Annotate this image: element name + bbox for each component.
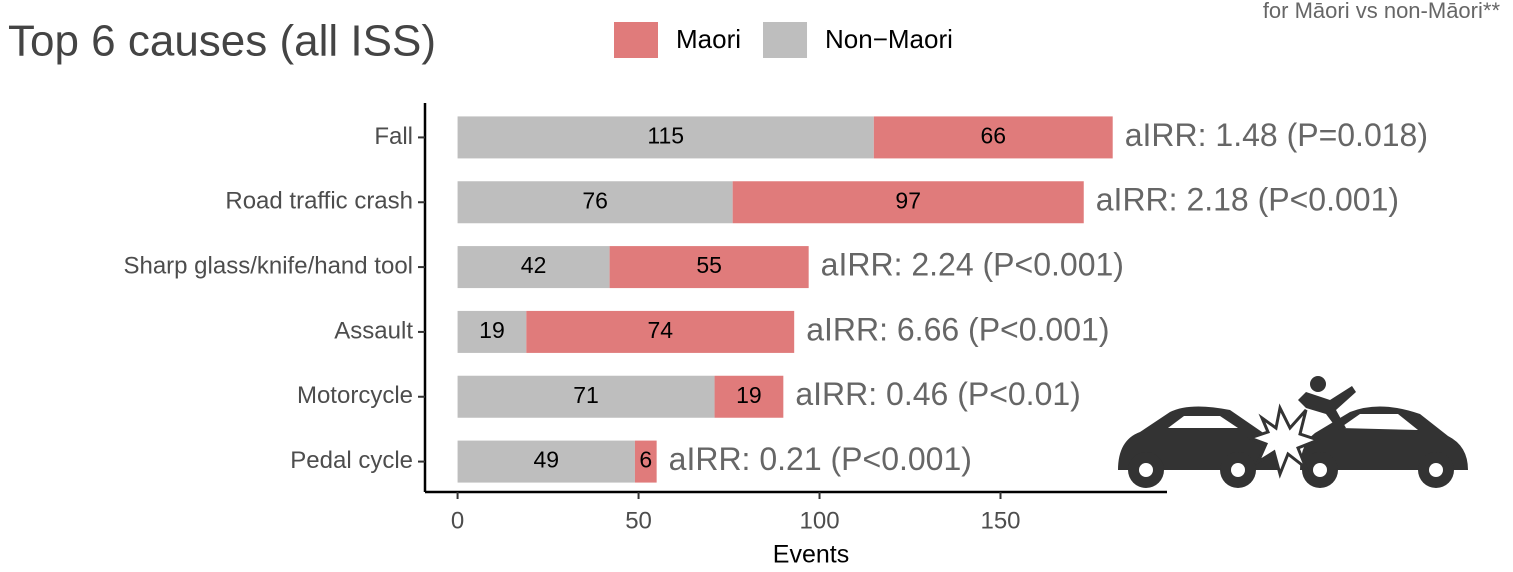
data-label: 76 [582, 187, 608, 213]
data-label: 42 [521, 252, 547, 278]
annotation: aIRR: 2.24 (P<0.001) [821, 247, 1124, 283]
legend-label: Non−Maori [825, 24, 953, 54]
data-label: 71 [573, 382, 599, 408]
x-tick-label: 50 [625, 507, 652, 534]
x-tick-label: 100 [800, 507, 840, 534]
y-tick-label: Road traffic crash [225, 188, 413, 215]
y-tick-label: Pedal cycle [290, 447, 413, 474]
annotation: aIRR: 1.48 (P=0.018) [1125, 117, 1428, 153]
data-label: 55 [696, 252, 722, 278]
chart-title: Top 6 causes (all ISS) [8, 17, 436, 66]
data-label: 19 [736, 382, 762, 408]
y-tick-label: Assault [334, 317, 413, 344]
legend-swatch [763, 22, 807, 58]
x-tick-label: 150 [980, 507, 1020, 534]
data-label: 66 [980, 122, 1006, 148]
data-label: 6 [639, 447, 652, 473]
annotation: aIRR: 6.66 (P<0.001) [806, 311, 1109, 347]
data-label: 19 [479, 317, 505, 343]
data-label: 49 [533, 447, 559, 473]
chart: Top 6 causes (all ISS) for Māori vs non-… [0, 0, 1513, 572]
annotation: aIRR: 2.18 (P<0.001) [1096, 182, 1399, 218]
annotation: aIRR: 0.46 (P<0.01) [795, 376, 1080, 412]
chart-subtitle: for Māori vs non-Māori** [1263, 0, 1501, 23]
legend-label: Maori [676, 24, 741, 54]
legend-swatch [614, 22, 658, 58]
x-tick-label: 0 [451, 507, 464, 534]
y-tick-label: Fall [374, 123, 413, 150]
data-label: 74 [647, 317, 673, 343]
annotation: aIRR: 0.21 (P<0.001) [669, 441, 972, 477]
y-tick-label: Sharp glass/knife/hand tool [123, 252, 413, 279]
y-tick-label: Motorcycle [297, 382, 413, 409]
data-label: 115 [647, 122, 684, 148]
car-crash-icon [1118, 376, 1468, 488]
x-axis-label: Events [773, 541, 849, 569]
data-label: 97 [895, 187, 921, 213]
